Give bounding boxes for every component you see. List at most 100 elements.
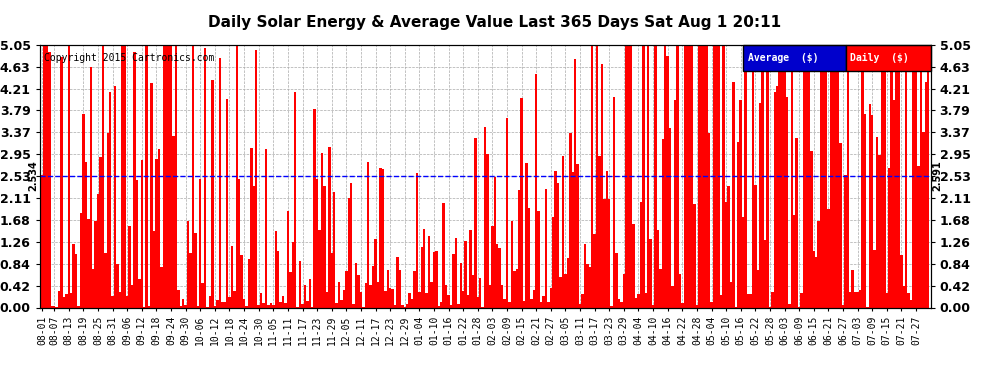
Bar (231, 246, 233, 308)
Bar (57, 291, 60, 308)
Bar (406, 304, 409, 307)
Bar (917, 166, 920, 308)
Text: Average  ($): Average ($) (748, 53, 819, 63)
Bar (501, 285, 503, 308)
Bar (742, 217, 744, 308)
Bar (708, 133, 710, 308)
Bar (927, 45, 930, 308)
Bar (616, 253, 618, 308)
Bar (338, 282, 341, 308)
Bar (476, 297, 479, 307)
Bar (508, 302, 511, 307)
Bar (116, 264, 119, 308)
Bar (800, 293, 803, 308)
Bar (656, 230, 659, 308)
Bar (776, 86, 778, 308)
Bar (352, 304, 354, 307)
Bar (426, 292, 428, 308)
Bar (114, 86, 116, 308)
Bar (608, 199, 611, 308)
Bar (544, 189, 547, 308)
Bar (643, 45, 644, 308)
Bar (260, 293, 262, 308)
Bar (87, 219, 89, 308)
Bar (591, 45, 593, 308)
Bar (75, 255, 77, 308)
Bar (189, 253, 192, 308)
Bar (413, 271, 416, 308)
Bar (236, 45, 238, 308)
Text: 2.591: 2.591 (933, 160, 942, 191)
Bar (513, 271, 516, 308)
Bar (139, 279, 141, 308)
Bar (148, 306, 150, 308)
Bar (715, 46, 718, 308)
Bar (491, 226, 494, 308)
Bar (452, 254, 454, 308)
Bar (199, 179, 202, 308)
Bar (837, 45, 840, 308)
Bar (718, 45, 720, 308)
Bar (394, 305, 396, 308)
Bar (170, 45, 172, 308)
Bar (908, 293, 910, 308)
Bar (861, 45, 863, 308)
Bar (535, 74, 538, 307)
Bar (396, 257, 399, 307)
Bar (187, 221, 189, 308)
Bar (728, 186, 730, 308)
Bar (818, 222, 820, 308)
Bar (423, 229, 426, 308)
Bar (70, 293, 72, 308)
Bar (579, 304, 581, 307)
Bar (723, 45, 725, 308)
Bar (886, 292, 888, 308)
Bar (62, 297, 65, 307)
Bar (868, 104, 871, 308)
Bar (107, 132, 109, 308)
Bar (761, 45, 764, 308)
Bar (820, 69, 823, 308)
Bar (294, 92, 296, 308)
Bar (299, 261, 301, 308)
Bar (744, 68, 746, 308)
Bar (746, 294, 749, 307)
Bar (112, 296, 114, 307)
Bar (248, 259, 250, 308)
Bar (895, 45, 898, 308)
Bar (282, 296, 284, 307)
Bar (314, 109, 316, 307)
Bar (751, 45, 754, 308)
Bar (386, 270, 389, 308)
Bar (788, 304, 791, 307)
Bar (606, 171, 608, 308)
Bar (596, 45, 598, 308)
Bar (55, 307, 57, 308)
Bar (72, 244, 75, 308)
Bar (620, 302, 623, 307)
Bar (246, 306, 248, 308)
Bar (735, 307, 738, 308)
Bar (257, 305, 260, 308)
Bar (499, 248, 501, 308)
Bar (759, 103, 761, 308)
Bar (530, 299, 533, 307)
Text: Copyright 2015 Cartronics.com: Copyright 2015 Cartronics.com (44, 53, 215, 63)
Bar (241, 255, 243, 308)
Bar (264, 149, 267, 308)
Bar (174, 45, 177, 308)
Bar (119, 292, 121, 308)
Bar (866, 307, 868, 308)
Bar (489, 285, 491, 308)
Bar (377, 282, 379, 308)
Bar (823, 45, 825, 308)
Bar (915, 60, 917, 308)
Bar (292, 242, 294, 308)
Bar (543, 296, 545, 307)
Bar (384, 291, 386, 308)
Bar (409, 293, 411, 308)
Bar (538, 211, 540, 308)
Bar (810, 152, 813, 308)
Bar (431, 282, 433, 308)
Bar (589, 267, 591, 308)
